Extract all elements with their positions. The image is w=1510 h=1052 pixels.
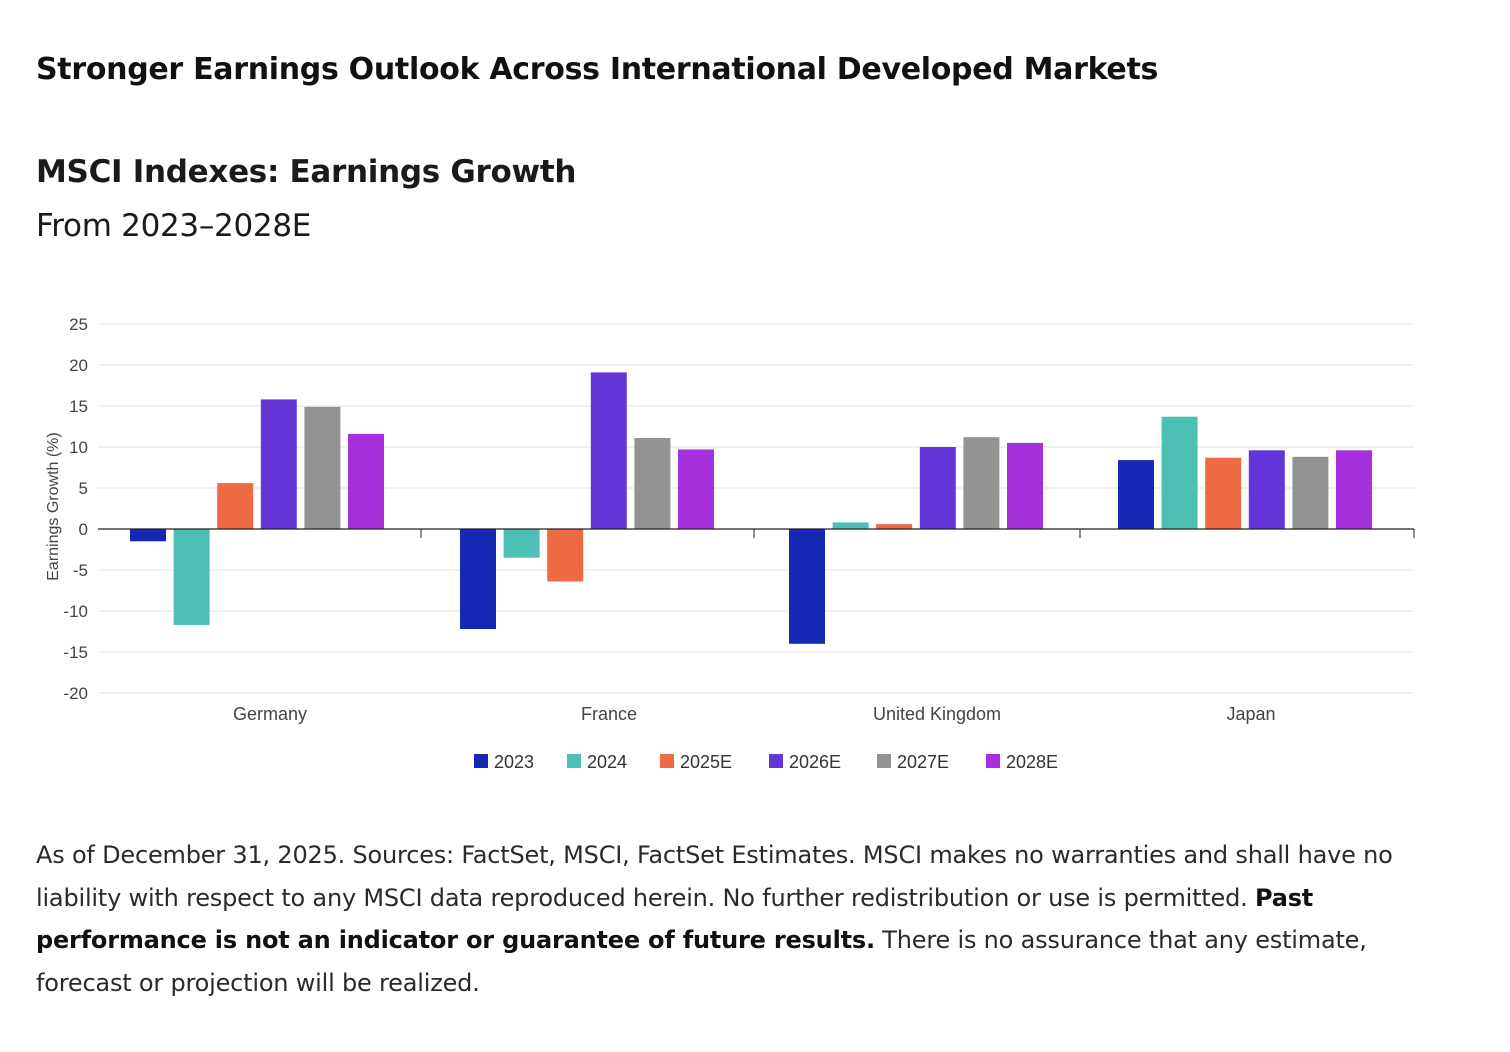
bar-united-kingdom-2025e xyxy=(876,524,913,529)
bar-france-2028e xyxy=(678,449,714,529)
bar-france-2025e xyxy=(547,529,584,582)
bar-japan-2023 xyxy=(1118,460,1154,529)
category-label: France xyxy=(581,704,637,724)
bar-germany-2024 xyxy=(173,529,210,625)
legend-swatch-2024 xyxy=(567,754,581,768)
legend-swatch-2028e xyxy=(986,754,1000,768)
bar-germany-2025e xyxy=(217,483,254,529)
y-tick-label: -5 xyxy=(73,561,88,580)
bar-japan-2024 xyxy=(1161,416,1198,529)
chart-bars xyxy=(130,372,1372,644)
legend-label: 2025E xyxy=(680,752,732,772)
legend-label: 2024 xyxy=(587,752,627,772)
bar-france-2024 xyxy=(503,529,540,558)
y-tick-label: -20 xyxy=(63,684,88,703)
y-axis-tick-labels: 25 20 15 10 5 0 -5 -10 -15 -20 xyxy=(63,315,88,703)
bar-united-kingdom-2026e xyxy=(919,447,956,529)
bar-germany-2028e xyxy=(348,433,384,529)
legend-label: 2027E xyxy=(897,752,949,772)
source-footnote: As of December 31, 2025. Sources: FactSe… xyxy=(36,834,1436,1004)
bar-united-kingdom-2027e xyxy=(963,437,1000,529)
y-tick-label: 25 xyxy=(69,315,88,334)
bar-germany-2026e xyxy=(260,399,297,529)
bar-united-kingdom-2028e xyxy=(1007,442,1043,529)
y-tick-label: -15 xyxy=(63,643,88,662)
earnings-growth-bar-chart: 25 20 15 10 5 0 -5 -10 -15 -20 Germany France Unite… xyxy=(45,315,1415,772)
category-label: United Kingdom xyxy=(873,704,1001,724)
y-tick-label: 15 xyxy=(69,397,88,416)
bar-germany-2023 xyxy=(130,529,166,542)
y-axis-label: Earnings Growth (%) xyxy=(45,432,62,581)
x-axis xyxy=(98,528,1415,538)
footnote-text-2: There is no assurance that any estimate,… xyxy=(36,926,1367,997)
y-tick-label: 20 xyxy=(69,356,88,375)
footnote-disclaimer-bold: Past performance is not an indicator or … xyxy=(36,883,1314,955)
bar-france-2023 xyxy=(460,529,496,629)
y-tick-label: 5 xyxy=(79,479,88,498)
y-tick-label: 0 xyxy=(79,520,88,539)
legend-label: 2028E xyxy=(1006,752,1058,772)
bar-japan-2025e xyxy=(1205,457,1242,529)
bar-japan-2027e xyxy=(1292,456,1329,529)
bar-france-2026e xyxy=(590,372,627,529)
legend-swatch-2023 xyxy=(474,754,488,768)
legend-swatch-2025e xyxy=(660,754,674,768)
chart-subtitle: From 2023–2028E xyxy=(36,208,312,244)
bar-germany-2027e xyxy=(304,406,341,529)
legend-label: 2023 xyxy=(494,752,534,772)
legend-swatch-2027e xyxy=(877,754,891,768)
y-tick-label: 10 xyxy=(69,438,88,457)
bar-france-2027e xyxy=(634,438,671,529)
page-headline: Stronger Earnings Outlook Across Interna… xyxy=(36,52,1159,87)
x-axis-category-labels: Germany France United Kingdom Japan xyxy=(233,704,1276,724)
y-tick-label: -10 xyxy=(63,602,88,621)
footnote-text-1: As of December 31, 2025. Sources: FactSe… xyxy=(36,841,1393,912)
bar-japan-2026e xyxy=(1248,450,1285,529)
chart-legend: 2023 2024 2025E 2026E 2027E 2028E xyxy=(474,752,1058,772)
bar-japan-2028e xyxy=(1336,450,1372,529)
bar-united-kingdom-2024 xyxy=(832,522,869,529)
category-label: Japan xyxy=(1226,704,1275,724)
legend-label: 2026E xyxy=(789,752,841,772)
legend-swatch-2026e xyxy=(769,754,783,768)
bar-united-kingdom-2023 xyxy=(789,529,825,644)
chart-title: MSCI Indexes: Earnings Growth xyxy=(36,154,577,190)
category-label: Germany xyxy=(233,704,307,724)
